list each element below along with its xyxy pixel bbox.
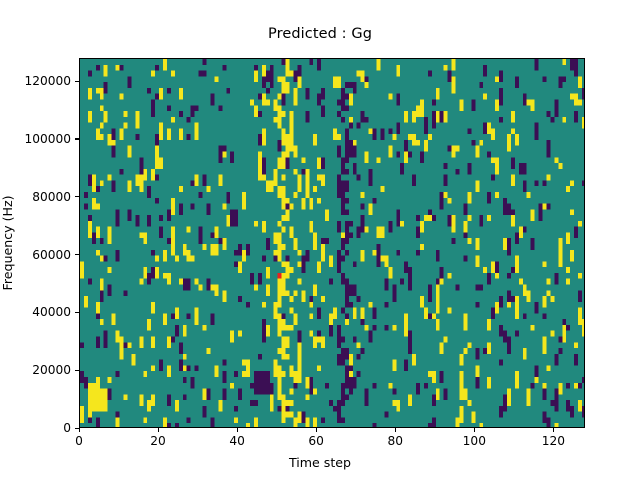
y-tick-label: 120000 (24, 74, 71, 89)
x-tick-label: 80 (387, 434, 404, 448)
y-tick-mark (75, 369, 79, 371)
x-tick-label: 40 (229, 434, 245, 448)
x-tick-mark (236, 428, 238, 432)
y-tick-mark (75, 427, 79, 429)
y-tick-mark (75, 196, 79, 198)
y-tick-label: 60000 (32, 247, 71, 262)
x-axis-label: Time step (288, 455, 352, 470)
y-axis-label: Frequency (Hz) (0, 195, 15, 291)
x-tick-mark (78, 428, 80, 432)
y-tick-label: 20000 (32, 363, 71, 378)
x-tick-mark (552, 428, 554, 432)
page-title: Predicted : Gg (267, 26, 372, 42)
y-tick-mark (75, 311, 79, 313)
x-tick-label: 60 (308, 434, 324, 448)
y-tick-mark (75, 80, 79, 82)
x-tick-label: 20 (150, 434, 166, 448)
x-tick-label: 0 (75, 434, 83, 448)
x-tick-mark (394, 428, 396, 432)
y-tick-label: 0 (63, 421, 71, 435)
x-tick-mark (157, 428, 159, 432)
x-tick-label: 100 (462, 434, 486, 448)
y-tick-mark (75, 138, 79, 140)
x-tick-label: 120 (541, 434, 566, 448)
y-tick-label: 40000 (32, 305, 71, 320)
y-tick-mark (75, 254, 79, 256)
x-tick-mark (315, 428, 317, 432)
y-tick-label: 100000 (24, 131, 71, 146)
heatmap-plot-area (79, 58, 585, 428)
x-tick-mark (473, 428, 475, 432)
y-tick-label: 80000 (32, 189, 71, 204)
heatmap-image (80, 59, 584, 427)
